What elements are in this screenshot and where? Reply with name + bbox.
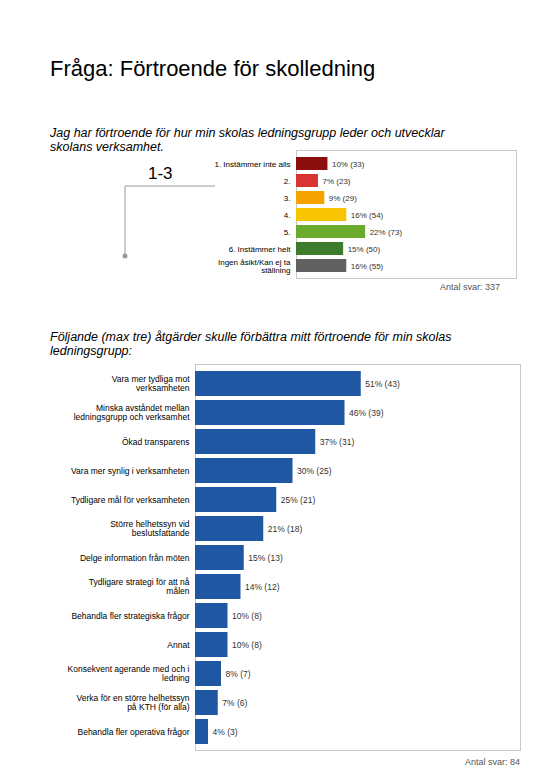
svg-text:3.: 3. <box>284 194 291 203</box>
svg-text:Vara mer tydliga motverksamhet: Vara mer tydliga motverksamheten <box>112 374 190 393</box>
svg-text:2.: 2. <box>284 177 291 186</box>
svg-text:10% (8): 10% (8) <box>232 640 262 650</box>
html-text:Antal svar: 337: Antal svar: 337 <box>440 282 500 292</box>
svg-text:22% (73): 22% (73) <box>370 228 403 237</box>
svg-text:Tydligare strategi för att nåm: Tydligare strategi för att nåmålen <box>89 577 190 596</box>
svg-text:Minska avståndet mellanledning: Minska avståndet mellanledningsgrupp och… <box>74 403 190 422</box>
svg-text:16% (54): 16% (54) <box>351 211 384 220</box>
svg-text:37% (31): 37% (31) <box>320 437 355 447</box>
svg-text:Ökad transparens: Ökad transparens <box>122 437 190 447</box>
svg-text:4% (3): 4% (3) <box>213 727 238 737</box>
svg-text:Verka för en större helhetssyn: Verka för en större helhetssynpå KTH (fö… <box>77 693 190 712</box>
svg-text:30% (25): 30% (25) <box>297 466 332 476</box>
html-text:Jag har förtroende för hur min: Jag har förtroende för hur min skolas le… <box>50 126 445 154</box>
svg-text:Tydligare mål för verksamheten: Tydligare mål för verksamheten <box>71 495 190 505</box>
svg-text:Annat: Annat <box>167 640 190 650</box>
svg-text:Vara mer synlig i verksamheten: Vara mer synlig i verksamheten <box>71 466 190 476</box>
html-text:Fråga: Förtroende för skolledn: Fråga: Förtroende för skolledning <box>50 56 376 81</box>
svg-text:Konsekvent agerande med och il: Konsekvent agerande med och iledning <box>68 664 190 683</box>
svg-text:Delge information från möten: Delge information från möten <box>80 553 190 563</box>
svg-text:4.: 4. <box>284 211 291 220</box>
svg-text:7% (6): 7% (6) <box>222 698 247 708</box>
svg-text:15% (13): 15% (13) <box>248 553 283 563</box>
svg-text:51% (43): 51% (43) <box>365 379 400 389</box>
svg-text:21% (18): 21% (18) <box>268 524 303 534</box>
svg-text:5.: 5. <box>284 228 291 237</box>
svg-text:9% (29): 9% (29) <box>329 194 357 203</box>
svg-text:10% (8): 10% (8) <box>232 611 262 621</box>
svg-text:14% (12): 14% (12) <box>245 582 280 592</box>
html-text:Följande (max tre) åtgärder sk: Följande (max tre) åtgärder skulle förbä… <box>50 330 452 358</box>
svg-text:15% (50): 15% (50) <box>348 245 381 254</box>
svg-text:8% (7): 8% (7) <box>226 669 251 679</box>
svg-text:10% (33): 10% (33) <box>332 160 365 169</box>
html-text:1-3: 1-3 <box>148 164 173 183</box>
svg-text:6. Instämmer helt: 6. Instämmer helt <box>229 245 292 254</box>
svg-text:Större helhetssyn vidbeslutsfa: Större helhetssyn vidbeslutsfattande <box>110 519 190 538</box>
svg-text:25% (21): 25% (21) <box>281 495 316 505</box>
svg-text:1. Instämmer inte alls: 1. Instämmer inte alls <box>214 160 290 169</box>
svg-text:46% (39): 46% (39) <box>349 408 384 418</box>
svg-text:Ingen åsikt/Kan ej taställning: Ingen åsikt/Kan ej taställning <box>218 258 291 275</box>
svg-text:Behandla fler strategiska fråg: Behandla fler strategiska frågor <box>71 611 189 621</box>
svg-text:16% (55): 16% (55) <box>351 262 384 271</box>
svg-text:7% (23): 7% (23) <box>323 177 351 186</box>
svg-text:Behandla fler operativa frågor: Behandla fler operativa frågor <box>78 727 190 737</box>
html-text:Antal svar: 84: Antal svar: 84 <box>465 757 520 767</box>
